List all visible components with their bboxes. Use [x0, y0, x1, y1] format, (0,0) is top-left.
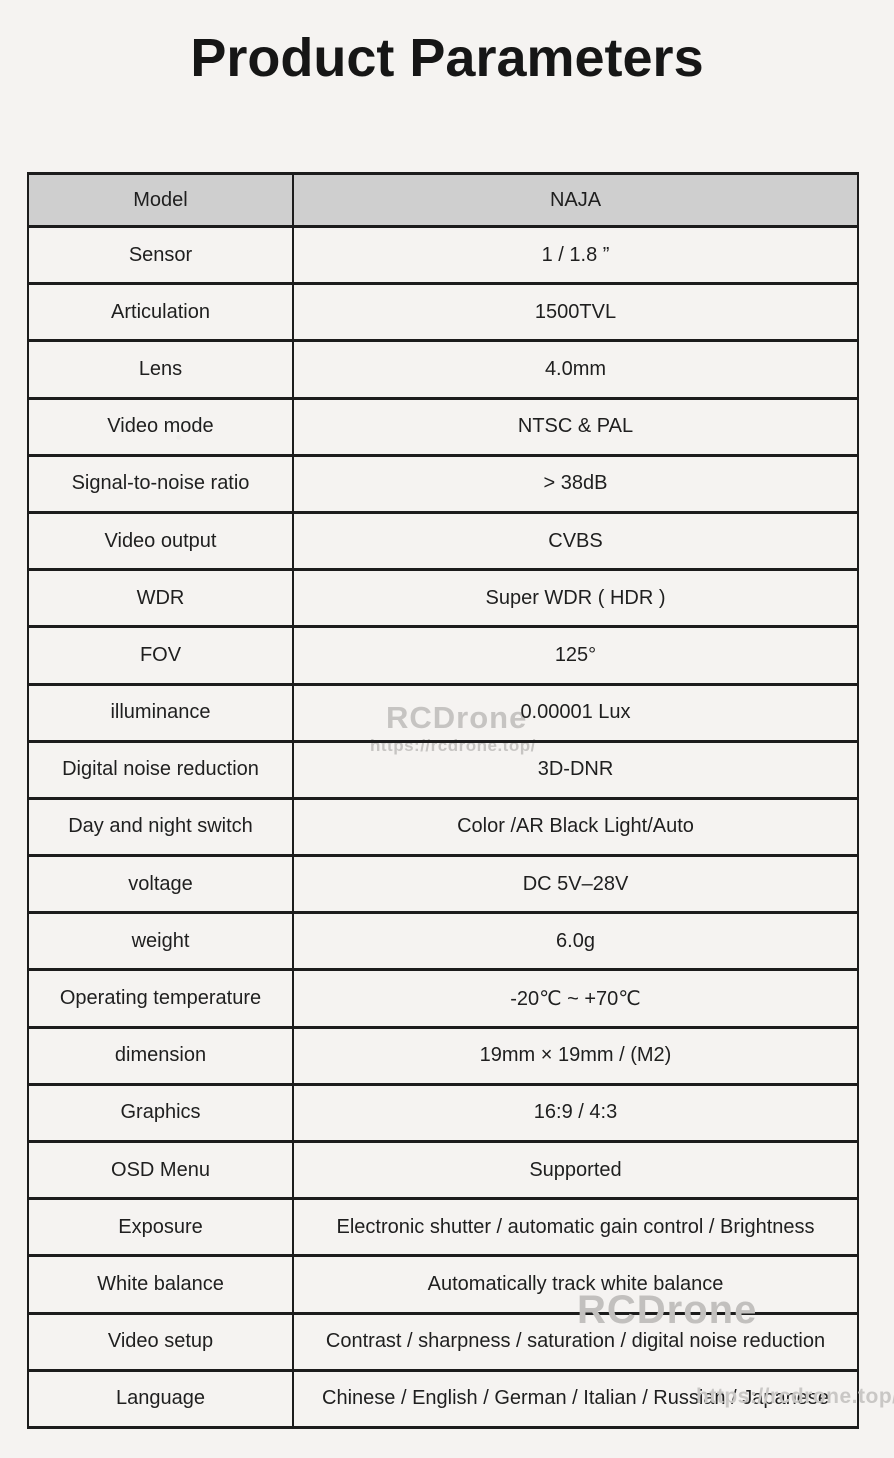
table-row: OSD Menu Supported: [27, 1139, 859, 1201]
table-row: Graphics 16:9 / 4:3: [27, 1082, 859, 1144]
param-value: -20℃ ~ +70℃: [292, 968, 859, 1029]
param-label: illuminance: [27, 682, 294, 743]
table-row: voltage DC 5V–28V: [27, 854, 859, 915]
table-row: dimension 19mm × 19mm / (M2): [27, 1025, 859, 1086]
table-row: Sensor 1 / 1.8 ”: [27, 224, 859, 286]
param-label: Graphics: [27, 1082, 294, 1144]
header-label-cell: Model: [27, 172, 294, 228]
param-value: 3D-DNR: [292, 739, 859, 800]
watermark-url: https://rcdrone.top/: [696, 1385, 894, 1408]
param-value: Super WDR ( HDR ): [292, 568, 859, 629]
param-label: Video setup: [27, 1311, 294, 1372]
table-row: Lens 4.0mm: [27, 339, 859, 400]
table-row: Video setup Contrast / sharpness / satura…: [27, 1311, 859, 1372]
param-label: Video mode: [27, 396, 294, 457]
param-value: NTSC & PAL: [292, 396, 859, 457]
param-value: 1 / 1.8 ”: [292, 224, 859, 286]
param-value: Electronic shutter / automatic gain cont…: [292, 1197, 859, 1258]
param-label: Language: [27, 1368, 294, 1429]
table-row: Exposure Electronic shutter / automatic g…: [27, 1197, 859, 1258]
param-label: OSD Menu: [27, 1139, 294, 1201]
param-value: 1500TVL: [292, 282, 859, 343]
param-label: weight: [27, 911, 294, 972]
param-value: Automatically track white balance: [292, 1254, 859, 1315]
param-label: WDR: [27, 568, 294, 629]
header-value-cell: NAJA: [292, 172, 859, 228]
param-label: White balance: [27, 1254, 294, 1315]
watermark-brand: RCDrone: [577, 1288, 758, 1332]
param-label: Day and night switch: [27, 796, 294, 858]
param-value: Supported: [292, 1139, 859, 1201]
page-title: Product Parameters: [190, 28, 704, 88]
table-row: Signal-to-noise ratio > 38dB: [27, 453, 859, 514]
table-row: Operating temperature -20℃ ~ +70℃: [27, 968, 859, 1029]
param-value: CVBS: [292, 510, 859, 572]
table-row: illuminance 0.00001 Lux: [27, 682, 859, 743]
param-label: Digital noise reduction: [27, 739, 294, 800]
parameters-table-body: Sensor 1 / 1.8 ” Articulation 1500TVL Lens 4.…: [27, 224, 859, 1429]
param-value: Chinese / English / German / Italian / R…: [292, 1368, 859, 1429]
param-value: 16:9 / 4:3: [292, 1082, 859, 1144]
param-value: 4.0mm: [292, 339, 859, 400]
param-value: Contrast / sharpness / saturation / digi…: [292, 1311, 859, 1372]
param-value: 19mm × 19mm / (M2): [292, 1025, 859, 1086]
table-row: Day and night switch Color /AR Black Ligh…: [27, 796, 859, 858]
param-value: 0.00001 Lux: [292, 682, 859, 743]
param-value: Color /AR Black Light/Auto: [292, 796, 859, 858]
param-label: Operating temperature: [27, 968, 294, 1029]
param-label: Articulation: [27, 282, 294, 343]
param-label: FOV: [27, 625, 294, 686]
param-value: DC 5V–28V: [292, 854, 859, 915]
param-label: Sensor: [27, 224, 294, 286]
table-row: WDR Super WDR ( HDR ): [27, 568, 859, 629]
table-row: Language Chinese / English / German / Ita…: [27, 1368, 859, 1429]
param-label: dimension: [27, 1025, 294, 1086]
param-value: 125°: [292, 625, 859, 686]
param-value: 6.0g: [292, 911, 859, 972]
table-row: Video output CVBS: [27, 510, 859, 572]
param-label: voltage: [27, 854, 294, 915]
table-row: Video mode NTSC & PAL: [27, 396, 859, 457]
table-row: Articulation 1500TVL: [27, 282, 859, 343]
param-label: Exposure: [27, 1197, 294, 1258]
table-row: Digital noise reduction 3D-DNR: [27, 739, 859, 800]
parameters-table-head: Model NAJA: [27, 172, 859, 228]
param-label: Lens: [27, 339, 294, 400]
parameters-table: Model NAJA Sensor 1 / 1.8 ” Articulation 15…: [27, 172, 859, 1429]
table-row: White balance Automatically track white b…: [27, 1254, 859, 1315]
param-label: Video output: [27, 510, 294, 572]
table-header-row: Model NAJA: [27, 172, 859, 228]
table-row: weight 6.0g: [27, 911, 859, 972]
table-row: FOV 125°: [27, 625, 859, 686]
param-label: Signal-to-noise ratio: [27, 453, 294, 514]
param-value: > 38dB: [292, 453, 859, 514]
